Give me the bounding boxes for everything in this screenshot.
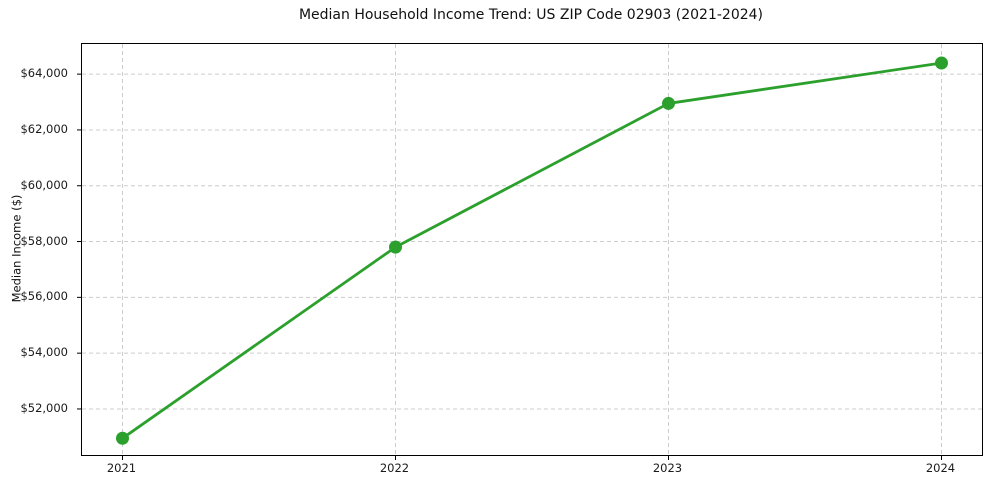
y-tick-label: $60,000: [20, 177, 68, 192]
data-point-marker: [662, 96, 675, 110]
y-axis-label: Median Income ($): [9, 194, 24, 303]
x-tick-label: 2022: [379, 461, 410, 475]
x-tick-label: 2021: [106, 461, 137, 475]
y-tick-label: $56,000: [20, 289, 68, 304]
plot-area: [77, 43, 983, 460]
y-tick-label: $62,000: [20, 121, 68, 136]
data-point-marker: [389, 240, 402, 254]
data-point-marker: [116, 431, 129, 445]
chart-title: Median Household Income Trend: US ZIP Co…: [298, 7, 764, 23]
line-chart-svg: [77, 44, 982, 460]
y-tick-label: $54,000: [20, 345, 68, 360]
data-point-marker: [935, 56, 948, 70]
data-line: [121, 61, 943, 440]
y-tick-label: $58,000: [20, 233, 68, 248]
y-tick-label: $52,000: [20, 400, 68, 415]
x-tick-label: 2024: [925, 461, 956, 475]
x-tick-label: 2023: [652, 461, 683, 475]
y-tick-label: $64,000: [20, 66, 68, 81]
